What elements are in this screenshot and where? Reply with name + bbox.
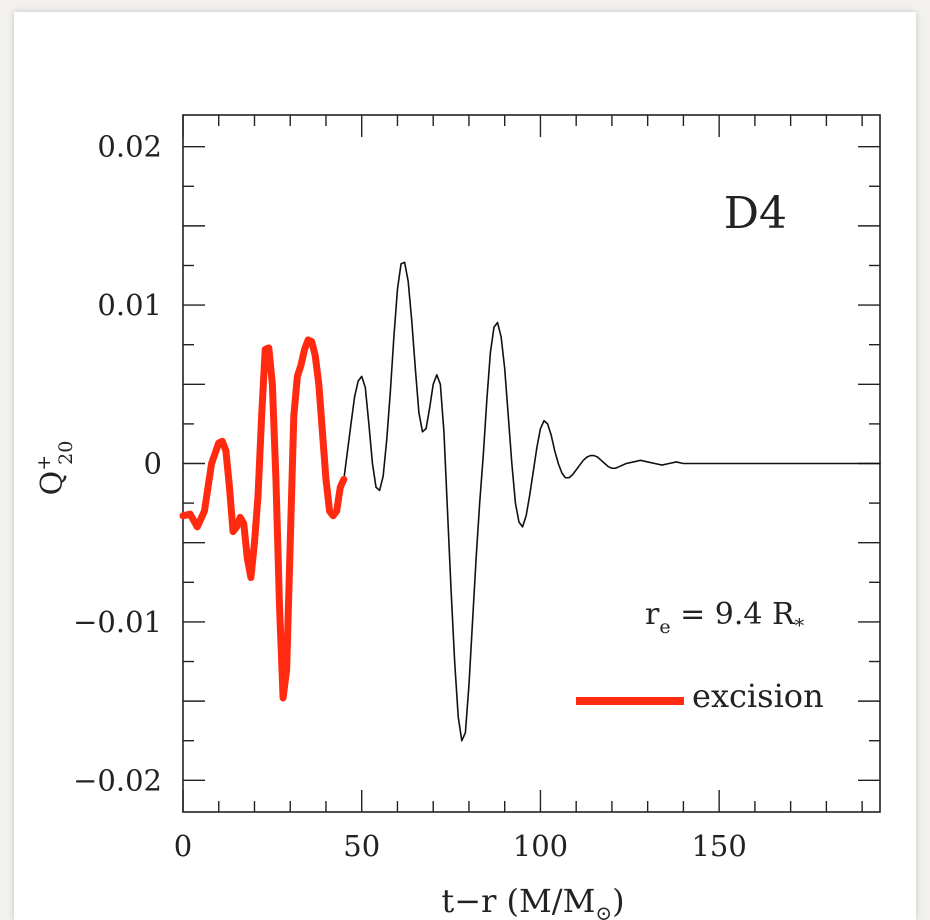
minor-ticks <box>183 115 880 812</box>
x-tick-label-2: 100 <box>513 829 568 863</box>
y-tick-label-1: 0.01 <box>97 288 162 322</box>
figure-frame <box>14 12 916 920</box>
x-tick-label-1: 50 <box>343 829 380 863</box>
x-tick-label-0: 0 <box>174 829 192 863</box>
radius-subscript: e <box>659 616 670 638</box>
radius-star: * <box>795 615 805 637</box>
y-tick-labels: 0.02 0.01 0 −0.01 −0.02 <box>73 130 162 798</box>
x-axis-label-main: t−r (M/M <box>441 882 595 920</box>
model-label: D4 <box>724 188 787 239</box>
radius-annotation: re = 9.4 R* <box>645 597 805 638</box>
y-axis-label-sub: 20 <box>55 441 77 465</box>
x-tick-label-3: 150 <box>691 829 746 863</box>
y-tick-label-3: −0.01 <box>73 605 162 639</box>
y-axis-label-sup: + <box>33 455 55 471</box>
x-axis-label-close: ) <box>612 882 624 920</box>
y-tick-label-4: −0.02 <box>73 763 162 797</box>
y-axis-label-main: Q <box>35 471 70 496</box>
y-axis-label: Q+20 <box>33 441 77 496</box>
x-axis-label-sub: ⊙ <box>595 901 612 920</box>
x-axis-label: t−r (M/M⊙) <box>441 882 624 920</box>
series-layer <box>179 261 881 742</box>
y-tick-label-2: 0 <box>144 447 162 481</box>
series-line-waveform <box>343 261 881 742</box>
radius-symbol: r <box>645 597 660 632</box>
x-tick-labels: 0 50 100 150 <box>174 829 747 863</box>
legend-label-excision: excision <box>692 677 824 715</box>
radius-value: = 9.4 R <box>671 597 796 632</box>
series-line-excision <box>179 336 348 702</box>
y-tick-label-0: 0.02 <box>97 130 162 164</box>
